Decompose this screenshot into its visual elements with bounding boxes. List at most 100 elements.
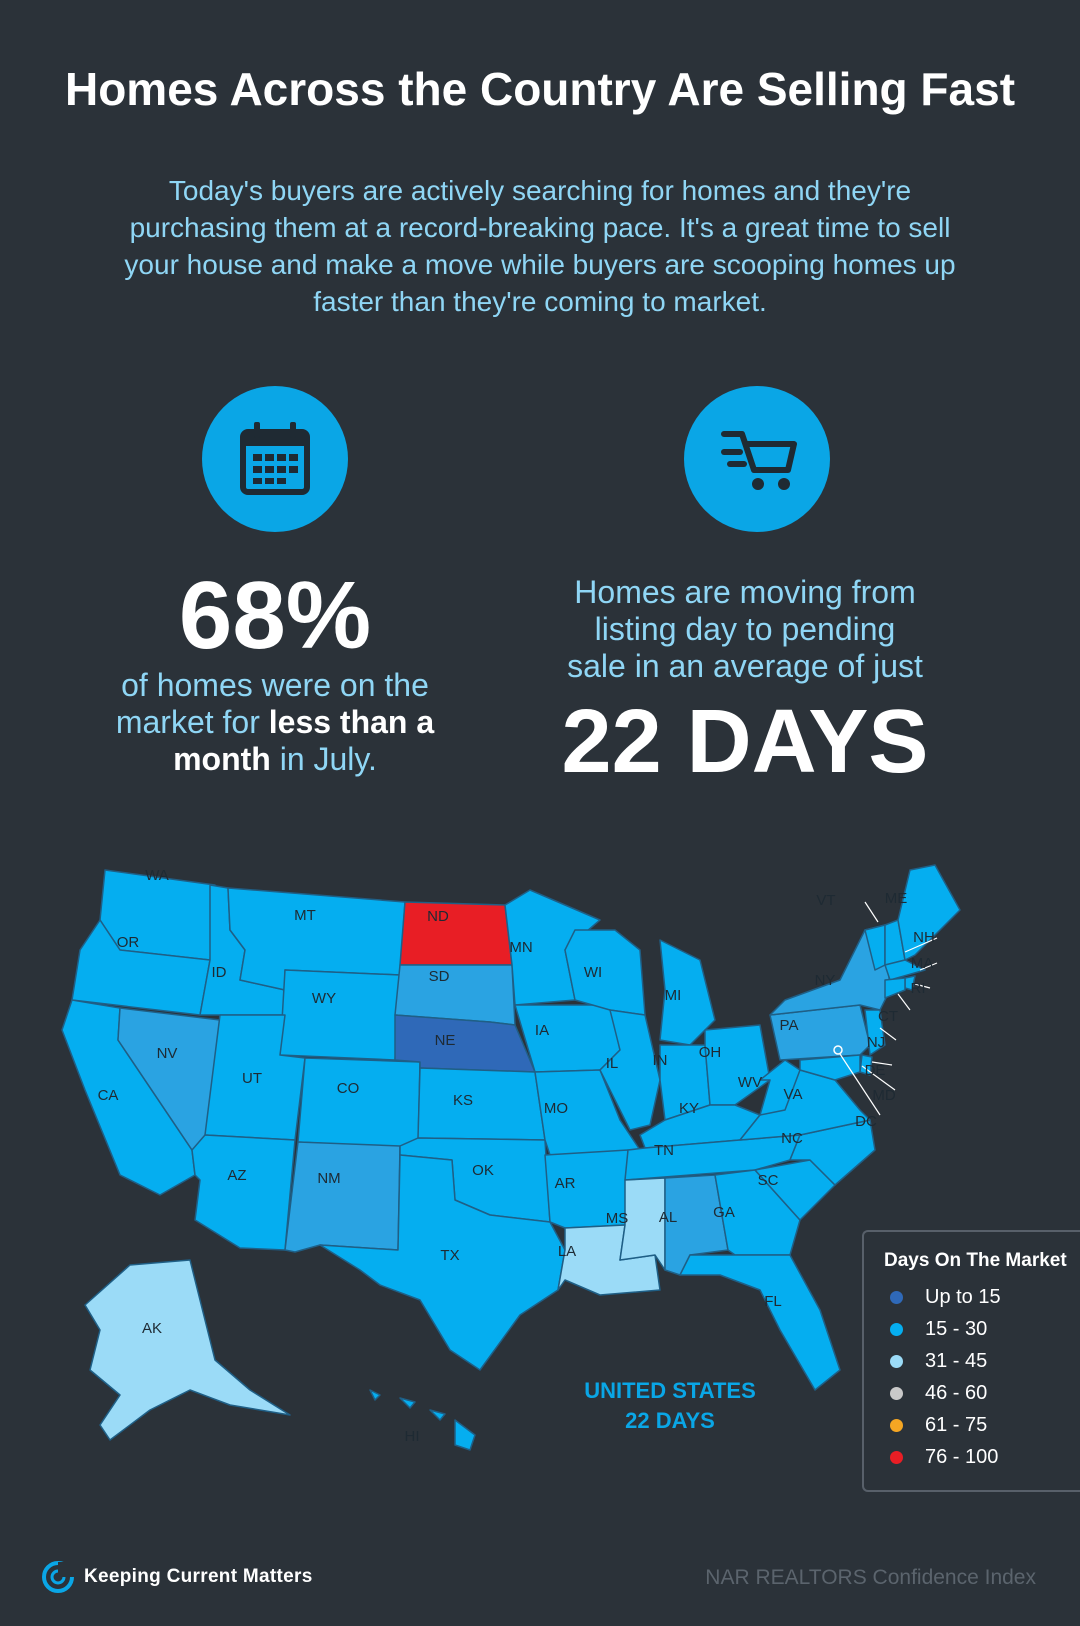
legend-dot <box>890 1354 903 1368</box>
stat-right-line3: sale in an average of just <box>567 648 923 684</box>
state-il <box>599 1009 661 1131</box>
intro-line: Today's buyers are actively searching fo… <box>168 175 912 206</box>
stat-right-text: Homes are moving from listing day to pen… <box>545 574 945 685</box>
state-az <box>191 1134 296 1251</box>
state-label-va: VA <box>784 1086 803 1103</box>
state-label-nj: NJ <box>867 1034 885 1051</box>
shopping-cart-icon <box>684 386 830 532</box>
state-tx <box>319 1154 566 1371</box>
state-label-oh: OH <box>699 1044 722 1061</box>
state-label-in: IN <box>653 1052 668 1069</box>
intro-text: Today's buyers are actively searching fo… <box>95 172 985 320</box>
state-label-mt: MT <box>294 907 316 924</box>
legend-label: 61 - 75 <box>925 1413 988 1436</box>
state-ks <box>417 1067 546 1141</box>
source-text: NAR REALTORS Confidence Index <box>705 1566 1036 1589</box>
state-label-ga: GA <box>713 1204 735 1221</box>
brand-logo: Keeping Current Matters <box>42 1560 313 1594</box>
stat-left-line3-bold: month <box>173 741 271 777</box>
legend-item: 15 - 30 <box>890 1314 987 1344</box>
state-label-il: IL <box>606 1055 619 1072</box>
stat-left-line1: of homes were on the <box>121 667 429 703</box>
state-nd <box>399 901 513 966</box>
state-ak <box>84 1259 291 1441</box>
state-label-pa: PA <box>780 1017 799 1034</box>
state-label-ks: KS <box>453 1092 473 1109</box>
state-label-wi: WI <box>584 964 602 981</box>
state-hi <box>369 1389 476 1451</box>
legend-dot <box>890 1322 903 1336</box>
state-label-ok: OK <box>472 1162 494 1179</box>
state-label-mi: MI <box>665 987 682 1004</box>
us-label-line2: 22 DAYS <box>625 1408 715 1433</box>
legend-label: 31 - 45 <box>925 1349 988 1372</box>
us-map: WA OR CA ID NV MT WY UT AZ CO NM ND SD NE KS OK TX MN IA MO… <box>0 850 1080 1510</box>
legend-label: 15 - 30 <box>925 1317 988 1340</box>
legend-item: Up to 15 <box>890 1282 1001 1312</box>
leader-lines <box>839 901 938 1116</box>
legend-dot <box>890 1418 903 1432</box>
state-oh <box>704 1024 771 1106</box>
state-label-ny: NY <box>815 972 836 989</box>
state-label-vt: VT <box>816 892 835 909</box>
stat-right-line1: Homes are moving from <box>574 574 916 610</box>
stat-days: 22 DAYS <box>561 692 929 792</box>
intro-line: faster than they're coming to market. <box>313 286 767 317</box>
us-label-line1: UNITED STATES <box>584 1378 756 1403</box>
stat-left-line2-bold: less than a <box>268 704 435 740</box>
legend-item: 46 - 60 <box>890 1378 987 1408</box>
legend-dot <box>890 1290 903 1304</box>
us-summary-label: UNITED STATES 22 DAYS <box>560 1376 780 1436</box>
state-label-mn: MN <box>509 939 532 956</box>
state-label-id: ID <box>212 964 227 981</box>
state-label-ri: RI <box>911 980 926 997</box>
page-title: Homes Across the Country Are Selling Fas… <box>64 63 1016 115</box>
swirl-icon <box>42 1561 74 1593</box>
legend-item: 61 - 75 <box>890 1410 987 1440</box>
state-label-sd: SD <box>429 968 450 985</box>
state-label-ut: UT <box>242 1070 262 1087</box>
state-label-nc: NC <box>781 1130 803 1147</box>
stat-right-line2: listing day to pending <box>594 611 896 647</box>
state-label-co: CO <box>337 1080 360 1097</box>
state-fl <box>679 1254 841 1391</box>
state-label-fl: FL <box>764 1293 782 1310</box>
state-label-hi: HI <box>405 1428 420 1445</box>
state-label-de: DE <box>865 1062 886 1079</box>
state-label-wa: WA <box>145 867 169 884</box>
legend-title: Days On The Market <box>884 1250 1067 1271</box>
dc-marker <box>833 1045 843 1055</box>
state-label-nh: NH <box>913 929 935 946</box>
state-label-wy: WY <box>312 990 336 1007</box>
legend-item: 76 - 100 <box>890 1442 998 1472</box>
map-legend: Days On The Market Up to 15 15 - 30 31 -… <box>862 1230 1080 1492</box>
state-label-ak: AK <box>142 1320 162 1337</box>
state-label-mo: MO <box>544 1100 568 1117</box>
legend-dot <box>890 1386 903 1400</box>
state-label-or: OR <box>117 934 140 951</box>
legend-label: 46 - 60 <box>925 1381 988 1404</box>
stat-left-line2: market for less than a <box>95 704 455 741</box>
state-label-ar: AR <box>555 1175 576 1192</box>
state-label-ky: KY <box>679 1100 699 1117</box>
state-label-ne: NE <box>435 1032 456 1049</box>
state-nm <box>284 1141 401 1253</box>
state-label-ms: MS <box>606 1210 629 1227</box>
intro-line: your house and make a move while buyers … <box>124 249 956 280</box>
state-label-nv: NV <box>157 1045 178 1062</box>
state-ma <box>884 959 926 981</box>
brand-name: Keeping Current Matters <box>84 1566 313 1587</box>
state-label-la: LA <box>558 1243 576 1260</box>
state-label-az: AZ <box>227 1167 246 1184</box>
state-label-tx: TX <box>440 1247 459 1264</box>
state-nj <box>864 1009 886 1056</box>
state-ct <box>884 977 906 999</box>
state-co <box>297 1057 421 1149</box>
state-label-ct: CT <box>878 1008 898 1025</box>
state-wi <box>564 929 646 1016</box>
state-label-sc: SC <box>758 1172 779 1189</box>
state-label-wv: WV <box>738 1074 762 1091</box>
state-wy <box>279 969 401 1061</box>
stat-left-line3: month in July. <box>95 741 455 778</box>
calendar-icon <box>202 386 348 532</box>
